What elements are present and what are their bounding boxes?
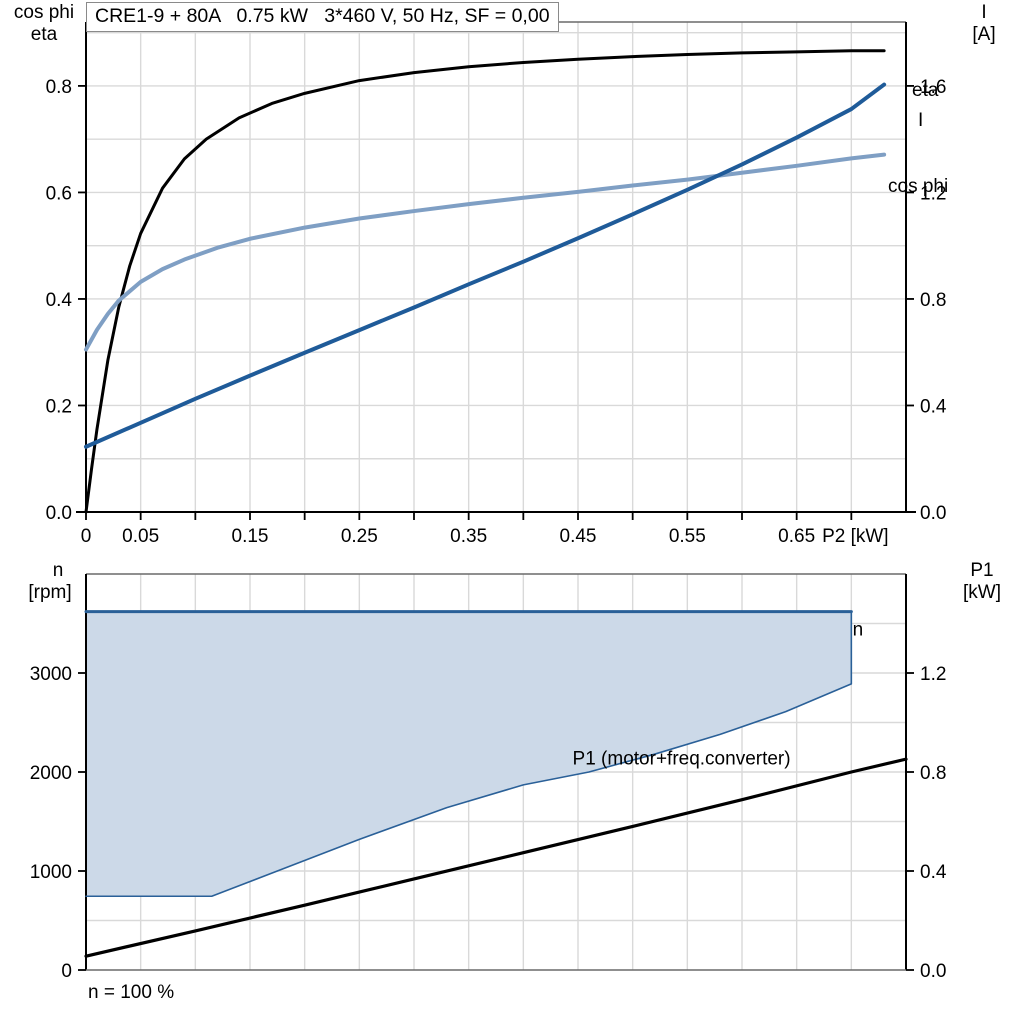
- y-axis-tick-label: 0: [61, 961, 72, 982]
- left-axis-label: cos phi: [14, 2, 74, 23]
- left-axis-label-2: eta: [31, 24, 58, 45]
- x-axis-tick-label: 0.15: [232, 526, 269, 547]
- x-axis-tick-label: 0.55: [669, 526, 706, 547]
- footer-note: n = 100 %: [88, 982, 175, 1003]
- y2-axis-tick-label: 1.2: [920, 183, 946, 204]
- y2-axis-tick-label: 1.6: [920, 77, 946, 98]
- series-curve-n-lower-min-speed-: [85, 610, 853, 898]
- right-axis-label-2: [A]: [972, 24, 995, 45]
- x-axis-tick-label: 0.35: [450, 526, 487, 547]
- y2-axis-tick-label: 0.0: [920, 503, 946, 524]
- speed-operating-band: [86, 611, 852, 897]
- y2-axis-tick-label: 1.2: [920, 664, 946, 685]
- series-label-eta: eta: [912, 80, 939, 101]
- y-axis-tick-label: 0.4: [46, 290, 73, 311]
- y2-axis-tick-label: 0.8: [920, 763, 946, 784]
- series-curve-p1-motor-freq-converter-: [84, 757, 908, 958]
- x-axis-tick-label: 0.45: [560, 526, 597, 547]
- series-curve-cos-phi: [84, 152, 887, 352]
- right-axis-label-2: [kW]: [963, 582, 1001, 603]
- y2-axis-tick-label: 0.4: [920, 396, 947, 417]
- y-axis-tick-label: 3000: [30, 664, 72, 685]
- speed-power-chart-bottom: 01000200030000.00.40.81.2n[rpm]P1[kW]P1 …: [28, 560, 1001, 982]
- x-axis-tick-label: 0.05: [122, 526, 159, 547]
- y-axis-tick-label: 2000: [30, 763, 72, 784]
- y2-axis-tick-label: 0.8: [920, 290, 946, 311]
- series-curve-eta: [84, 49, 886, 514]
- x-axis-tick-label: 0: [81, 526, 92, 547]
- y-axis-tick-label: 0.8: [46, 77, 72, 98]
- series-label-i: I: [918, 110, 923, 131]
- y2-axis-tick-label: 0.0: [920, 961, 946, 982]
- right-axis-label: P1: [970, 560, 993, 581]
- annotation-p1: P1 (motor+freq.converter): [573, 748, 791, 769]
- left-axis-label-2: [rpm]: [28, 582, 71, 603]
- y-axis-tick-label: 1000: [30, 862, 72, 883]
- performance-chart-top: 0.0 0.2 0.4 0.6 0.8 0.0 0.4 0.8 1.2 1.6 0 0.05 0.15 0…: [14, 2, 996, 547]
- y-axis-tick-label: 0.6: [46, 183, 72, 204]
- chart-title-box: CRE1-9 + 80A 0.75 kW 3*460 V, 50 Hz, SF …: [86, 2, 559, 32]
- x-axis-tick-label: 0.65: [778, 526, 815, 547]
- annotation-n: n: [853, 619, 864, 640]
- x-axis-tick-label: 0.25: [341, 526, 378, 547]
- series-curve-i: [84, 82, 887, 449]
- y-axis-tick-label: 0.2: [46, 396, 72, 417]
- right-axis-label: I: [981, 2, 986, 23]
- y2-axis-tick-label: 0.4: [920, 862, 947, 883]
- x-axis-label: P2 [kW]: [822, 526, 889, 547]
- series-label-cosphi: cos phi: [888, 176, 948, 197]
- left-axis-label: n: [53, 560, 64, 581]
- y-axis-tick-label: 0.0: [46, 503, 72, 524]
